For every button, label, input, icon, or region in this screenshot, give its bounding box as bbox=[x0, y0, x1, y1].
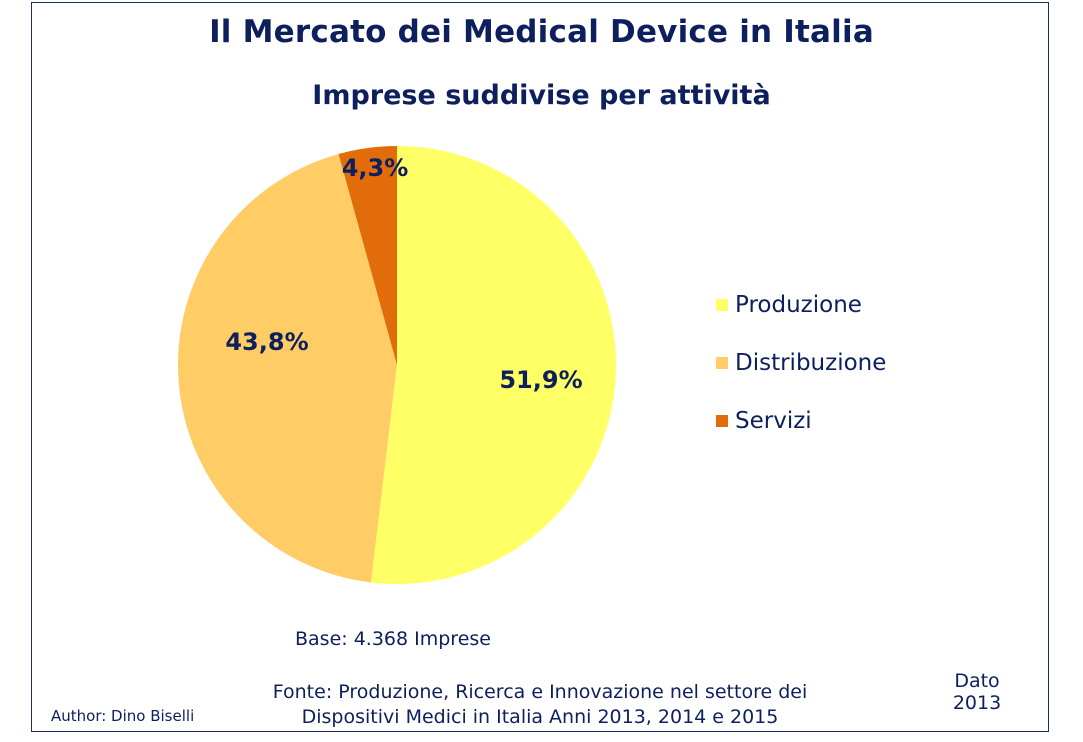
author-credit: Author: Dino Biselli bbox=[51, 707, 195, 725]
chart-subtitle: Imprese suddivise per attività bbox=[312, 80, 771, 111]
legend-label-produzione: Produzione bbox=[735, 291, 862, 318]
legend-swatch-produzione bbox=[716, 298, 728, 311]
legend-item-distribuzione: Distribuzione bbox=[716, 348, 886, 377]
pie-slice-servizi bbox=[338, 146, 397, 365]
pie-slice-distribuzione bbox=[177, 153, 397, 583]
source-note: Fonte: Produzione, Ricerca e Innovazione… bbox=[200, 680, 880, 730]
slide-frame bbox=[31, 2, 1049, 732]
data-year-value: 2013 bbox=[952, 692, 1002, 714]
chart-title: Il Mercato dei Medical Device in Italia bbox=[209, 14, 874, 50]
legend: Produzione Distribuzione Servizi bbox=[716, 290, 886, 464]
data-year-note: Dato 2013 bbox=[940, 670, 1014, 714]
legend-label-servizi: Servizi bbox=[735, 407, 812, 434]
data-label-servizi: 4,3% bbox=[342, 154, 409, 182]
pie-slice-produzione bbox=[370, 146, 616, 584]
legend-swatch-servizi bbox=[716, 414, 728, 427]
data-label-distribuzione: 43,8% bbox=[225, 328, 308, 356]
legend-item-servizi: Servizi bbox=[716, 406, 886, 435]
data-year-label: Dato bbox=[954, 670, 1000, 692]
base-note: Base: 4.368 Imprese bbox=[295, 628, 491, 650]
legend-item-produzione: Produzione bbox=[716, 290, 886, 319]
source-line-2: Dispositivi Medici in Italia Anni 2013, … bbox=[301, 706, 779, 728]
source-line-1: Fonte: Produzione, Ricerca e Innovazione… bbox=[272, 681, 808, 703]
data-label-produzione: 51,9% bbox=[499, 366, 582, 394]
legend-swatch-distribuzione bbox=[716, 356, 728, 369]
legend-label-distribuzione: Distribuzione bbox=[735, 349, 887, 376]
